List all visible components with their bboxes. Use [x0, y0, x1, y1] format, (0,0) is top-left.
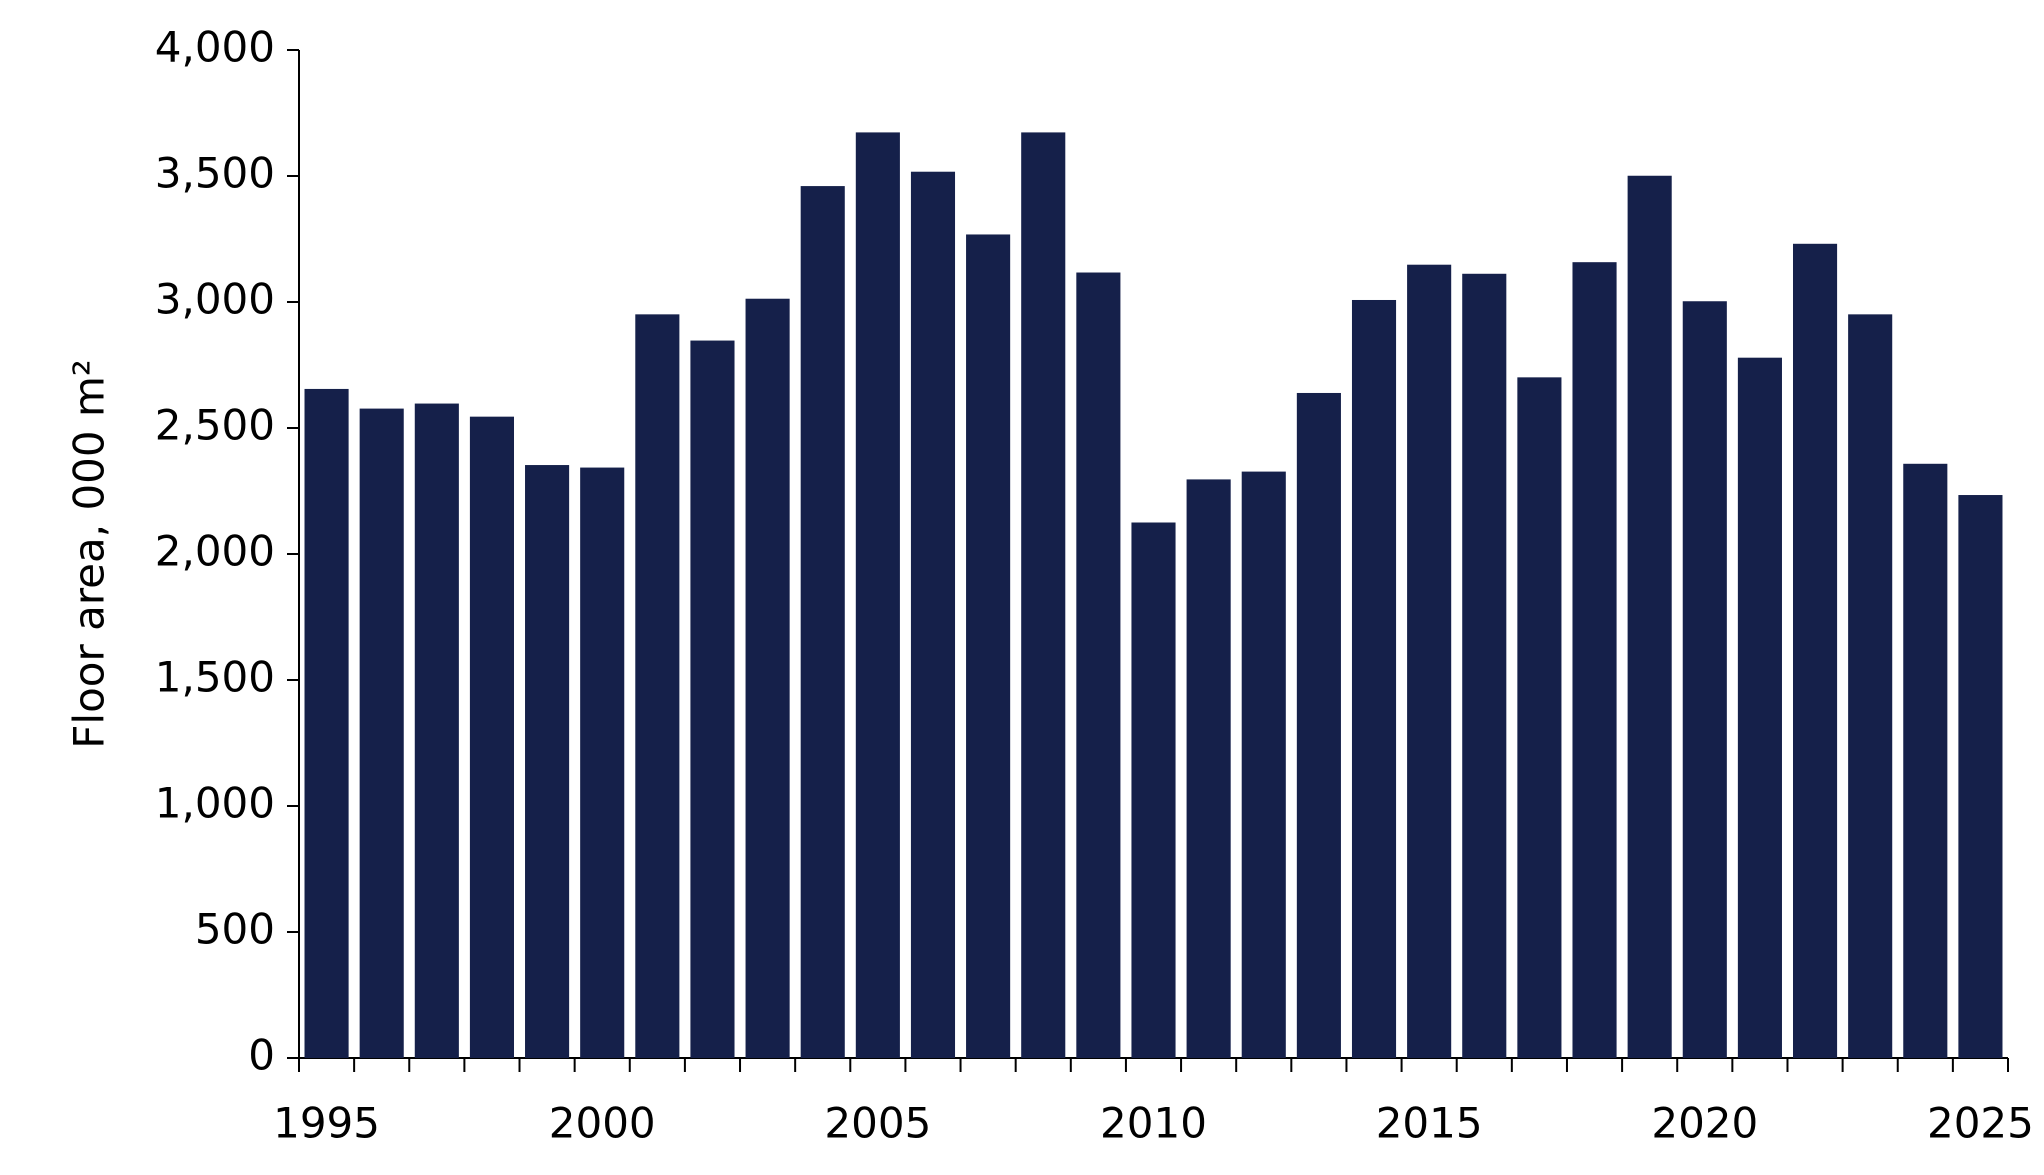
y-tick-label: 2,500 [155, 401, 275, 450]
y-tick-label: 3,500 [155, 149, 275, 198]
bar [414, 403, 459, 1058]
bar [800, 186, 845, 1058]
x-tick-label: 2000 [549, 1099, 656, 1148]
y-tick-label: 0 [248, 1031, 275, 1080]
bar [1351, 299, 1397, 1058]
bar [1958, 495, 2003, 1059]
x-tick-label: 1995 [273, 1099, 380, 1148]
y-tick-label: 4,000 [155, 23, 275, 72]
bar [1737, 357, 1782, 1058]
bar [1903, 463, 1948, 1058]
bar [1076, 272, 1121, 1058]
bar [745, 298, 790, 1058]
bar [910, 171, 956, 1058]
bar [1848, 314, 1893, 1058]
x-tick-label: 2005 [824, 1099, 931, 1148]
bar [1241, 471, 1286, 1058]
bar [1792, 243, 1838, 1059]
bar [1296, 392, 1341, 1058]
x-tick-label: 2020 [1651, 1099, 1758, 1148]
bar [359, 408, 404, 1058]
x-tick-label: 2010 [1100, 1099, 1207, 1148]
bar [469, 416, 515, 1058]
bar [304, 388, 349, 1058]
bar [855, 132, 900, 1059]
bar [1682, 301, 1727, 1058]
y-tick-label: 500 [195, 905, 275, 954]
bar [525, 465, 570, 1058]
bar [1462, 273, 1507, 1058]
bar [1517, 377, 1562, 1058]
bar [1627, 175, 1672, 1059]
bar [1407, 264, 1452, 1059]
x-tick-label: 2025 [1927, 1099, 2034, 1148]
y-tick-label: 1,000 [155, 779, 275, 828]
bar [1186, 479, 1231, 1059]
y-tick-label: 3,000 [155, 275, 275, 324]
bar [690, 340, 735, 1058]
bar [1131, 522, 1176, 1058]
bar [1021, 132, 1066, 1059]
bar [580, 467, 625, 1059]
bar [966, 234, 1011, 1059]
y-tick-label: 2,000 [155, 527, 275, 576]
x-tick-label: 2015 [1376, 1099, 1483, 1148]
y-axis-label: Floor area, 000 m² [65, 359, 114, 748]
bar [1572, 262, 1617, 1059]
bar [635, 314, 680, 1058]
y-tick-label: 1,500 [155, 653, 275, 702]
